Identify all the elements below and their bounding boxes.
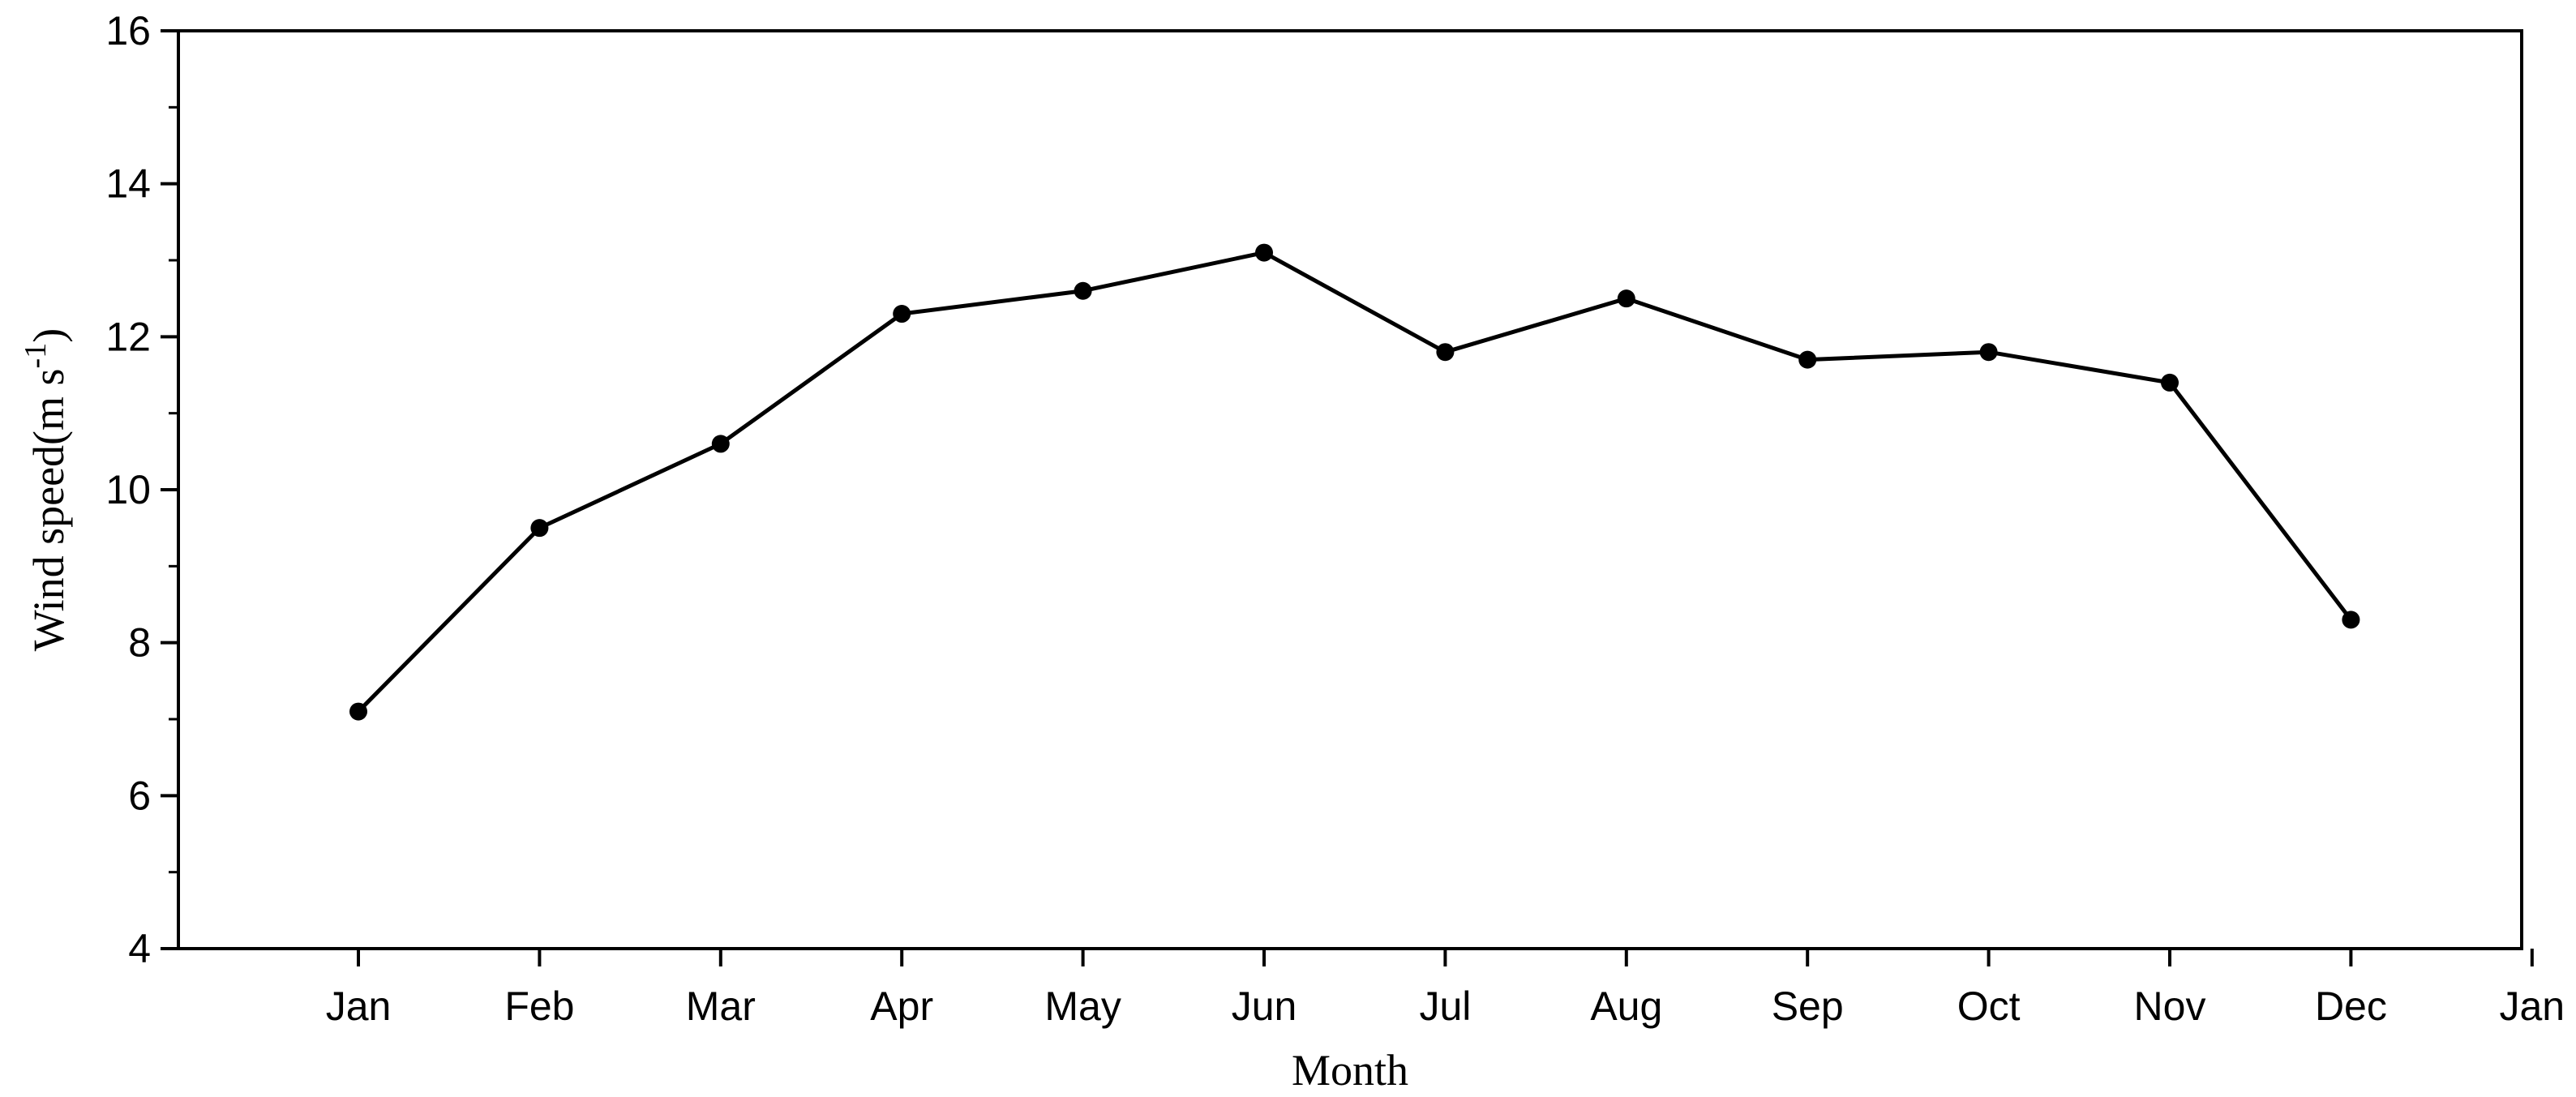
y-axis-title-close: )	[24, 328, 73, 343]
data-point	[711, 435, 730, 453]
y-tick-label: 14	[105, 161, 151, 207]
x-tick-label: Oct	[1957, 983, 2021, 1029]
data-point	[1617, 289, 1635, 308]
data-point	[1436, 343, 1455, 362]
y-tick-label: 4	[128, 926, 151, 971]
data-point	[2342, 611, 2360, 629]
data-point	[1979, 343, 1998, 362]
y-tick-label: 10	[105, 467, 151, 512]
data-point	[2161, 373, 2179, 392]
data-point	[893, 305, 911, 324]
x-axis-title: Month	[1292, 1046, 1408, 1095]
y-tick-label: 6	[128, 773, 151, 818]
data-point	[1074, 281, 1092, 300]
y-axis-title-superscript: -1	[19, 343, 53, 369]
data-point	[1255, 243, 1273, 262]
x-tick-label: Jul	[1419, 983, 1471, 1029]
x-tick-label: Feb	[504, 983, 574, 1029]
x-tick-label: Nov	[2134, 983, 2206, 1029]
y-tick-label: 8	[128, 620, 151, 666]
y-axis-title: Wind speed(m s-1)	[19, 328, 73, 651]
series-line	[357, 251, 2353, 713]
y-axis-ticks: 4 6 8 10 12 14 16	[105, 8, 178, 971]
series-wind-speed	[349, 243, 2360, 721]
x-tick-label: Sep	[1772, 983, 1844, 1029]
data-point	[530, 519, 549, 538]
x-axis-ticks: Jan Feb Mar Apr May Jun Jul Aug Sep Oct Nov Dec Jan	[326, 949, 2565, 1029]
y-tick-label: 12	[105, 314, 151, 359]
x-tick-label: Mar	[686, 983, 756, 1029]
x-tick-label: Apr	[870, 983, 933, 1029]
data-point	[1798, 350, 1817, 369]
x-tick-label: Jan	[2499, 983, 2565, 1029]
x-tick-label: Jan	[326, 983, 392, 1029]
plot-frame	[177, 29, 2523, 950]
x-tick-label: May	[1044, 983, 1121, 1029]
x-tick-label: Aug	[1590, 983, 1662, 1029]
x-tick-label: Jun	[1232, 983, 1297, 1029]
y-tick-label: 16	[105, 8, 151, 54]
x-tick-label: Dec	[2315, 983, 2387, 1029]
y-axis-title-main: Wind speed(m s	[24, 368, 73, 651]
data-point	[349, 702, 367, 721]
